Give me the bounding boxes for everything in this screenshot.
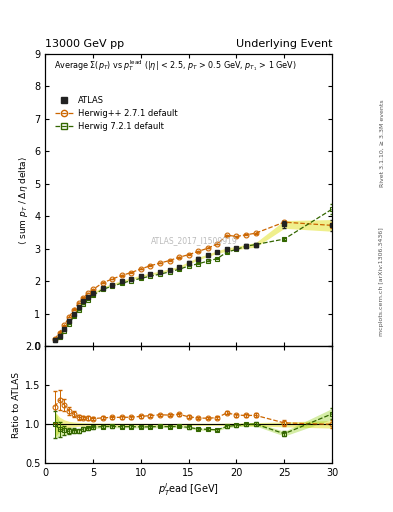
Y-axis label: Ratio to ATLAS: Ratio to ATLAS bbox=[12, 372, 21, 438]
Legend: ATLAS, Herwig++ 2.7.1 default, Herwig 7.2.1 default: ATLAS, Herwig++ 2.7.1 default, Herwig 7.… bbox=[55, 96, 177, 131]
Text: mcplots.cern.ch [arXiv:1306.3436]: mcplots.cern.ch [arXiv:1306.3436] bbox=[380, 227, 384, 336]
Text: ATLAS_2017_I1509919: ATLAS_2017_I1509919 bbox=[151, 237, 238, 246]
X-axis label: $p_T^l$ead [GeV]: $p_T^l$ead [GeV] bbox=[158, 481, 219, 498]
Text: Rivet 3.1.10, ≥ 3.3M events: Rivet 3.1.10, ≥ 3.3M events bbox=[380, 99, 384, 187]
Text: Underlying Event: Underlying Event bbox=[235, 38, 332, 49]
Text: Average $\Sigma(p_T)$ vs $p_T^{\rm lead}$ ($|\eta|$ < 2.5, $p_T$ > 0.5 GeV, $p_{: Average $\Sigma(p_T)$ vs $p_T^{\rm lead}… bbox=[54, 58, 296, 73]
Y-axis label: $\langle$ sum $p_T$ / $\Delta\eta$ delta$\rangle$: $\langle$ sum $p_T$ / $\Delta\eta$ delta… bbox=[17, 156, 30, 245]
Text: 13000 GeV pp: 13000 GeV pp bbox=[45, 38, 124, 49]
